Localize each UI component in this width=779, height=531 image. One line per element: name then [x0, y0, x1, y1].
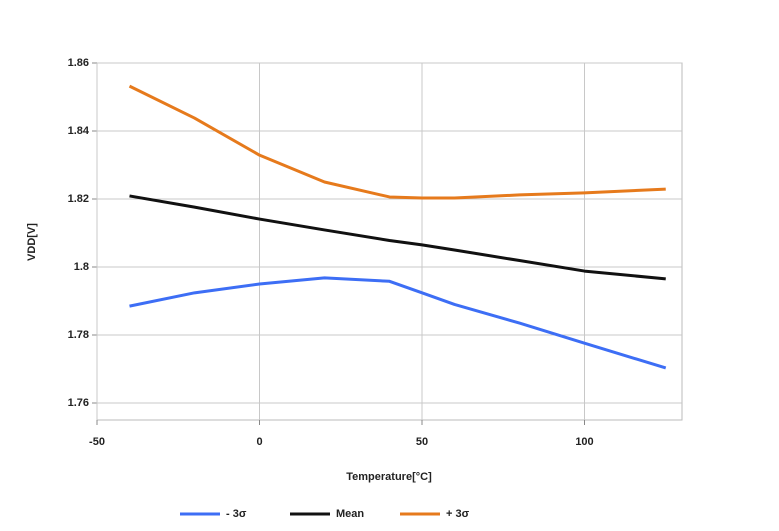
legend-label: - 3σ — [226, 508, 247, 520]
y-tick-label: 1.78 — [68, 329, 89, 341]
y-tick-label: 1.86 — [68, 57, 89, 69]
legend-label: + 3σ — [446, 508, 470, 520]
y-tick-label: 1.84 — [68, 125, 90, 137]
x-tick-label: 50 — [416, 436, 428, 448]
legend-label: Mean — [336, 508, 364, 520]
y-tick-label: 1.82 — [68, 193, 89, 205]
x-axis-label: Temperature[°C] — [346, 471, 432, 483]
y-axis-label: VDD[V] — [26, 223, 38, 261]
x-tick-label: 100 — [575, 436, 593, 448]
series-line — [129, 194, 666, 281]
y-tick-label: 1.8 — [74, 261, 89, 273]
series-line — [128, 84, 666, 200]
y-tick-label: 1.76 — [68, 397, 89, 409]
x-tick-label: -50 — [89, 436, 105, 448]
x-tick-label: 0 — [256, 436, 262, 448]
series-line — [129, 276, 667, 370]
